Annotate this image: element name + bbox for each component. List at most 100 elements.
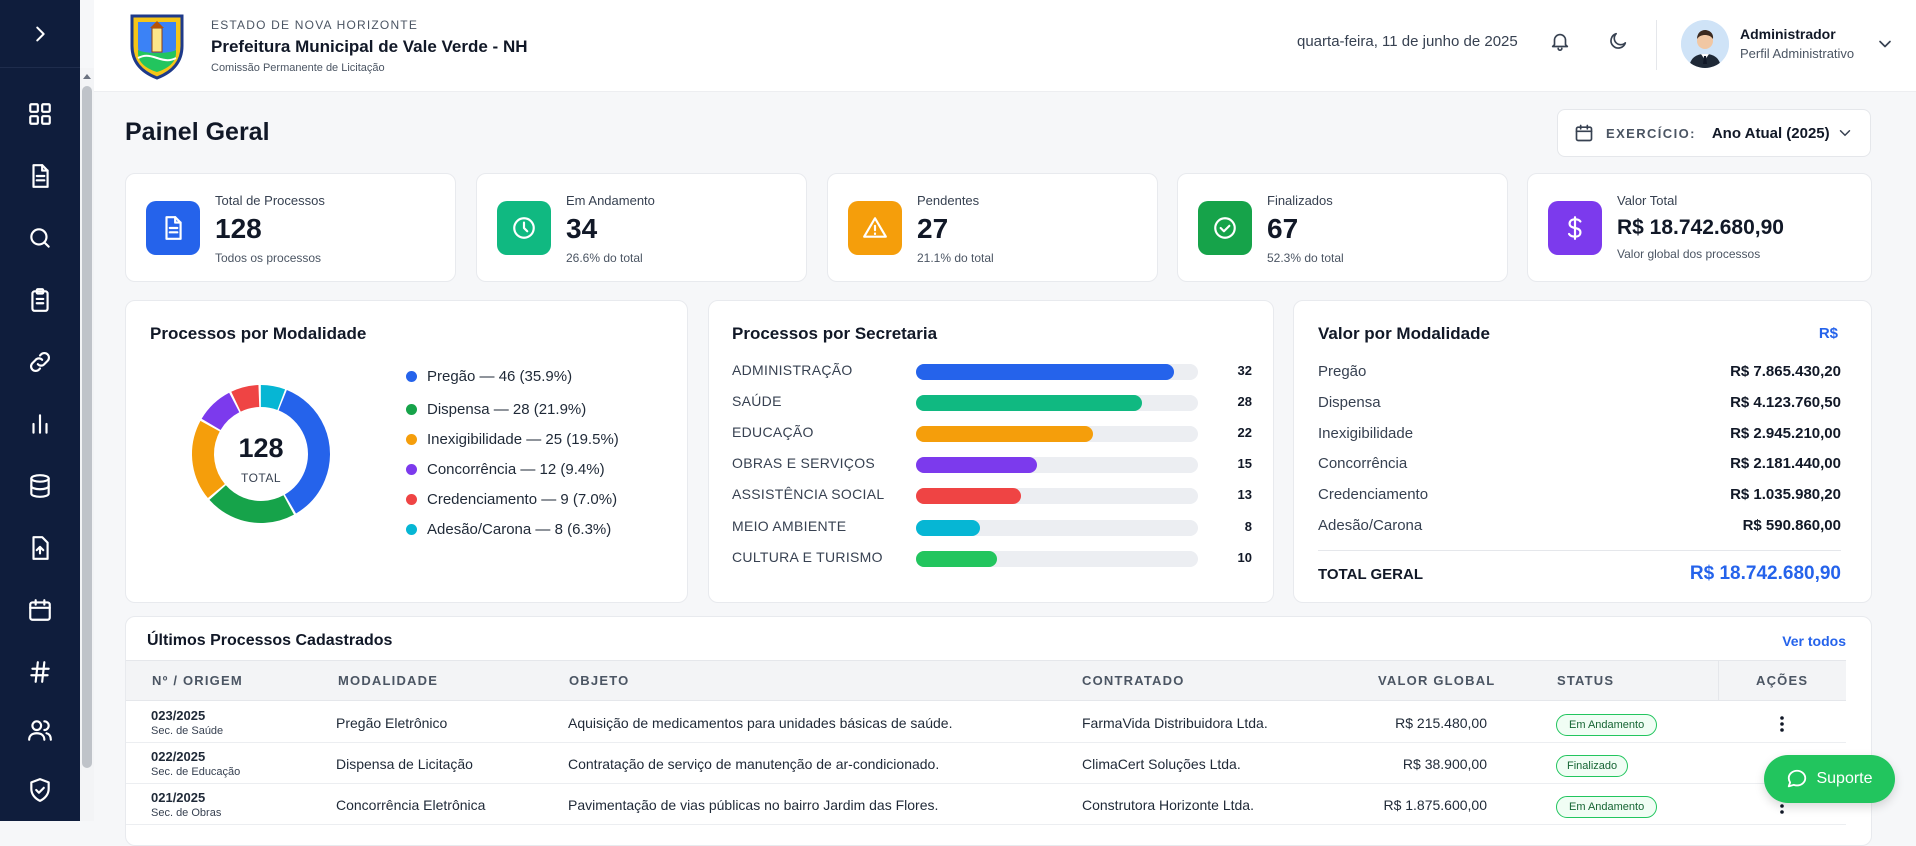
valor-label: Concorrência [1318,455,1408,472]
user-name: Administrador [1740,26,1836,42]
calendar-icon [29,599,51,621]
donut-center-label: TOTAL [240,471,282,485]
secretaria-panel: Processos por Secretaria ADMINISTRAÇÃO 32… [708,300,1274,603]
dollar-icon [1567,216,1582,240]
table-row[interactable]: 021/2025 Sec. de Obras Concorrência Elet… [126,784,1846,825]
sidebar-item-upload[interactable] [22,530,58,566]
sidebar-item-numbering[interactable] [22,654,58,690]
column-header[interactable]: STATUS [1557,673,1615,688]
sidebar-item-search[interactable] [22,220,58,256]
legend-swatch [406,524,417,535]
bar-track [916,426,1198,442]
sidebar-item-database[interactable] [22,468,58,504]
divider [1318,550,1841,551]
legend-label: Credenciamento — 9 (7.0%) [427,491,618,508]
stat-card-finished[interactable]: Finalizados 67 52.3% do total [1177,173,1508,282]
stat-card-in-progress[interactable]: Em Andamento 34 26.6% do total [476,173,807,282]
bar-value-label: 22 [1237,425,1252,440]
valor-label: Credenciamento [1318,486,1429,503]
calendar-icon [1575,124,1593,142]
legend-label: Pregão — 46 (35.9%) [427,368,573,385]
secretaria-row: EDUCAÇÃO 22 [732,422,1252,444]
column-header[interactable]: Nº / ORIGEM [152,673,243,688]
sidebar-item-links[interactable] [22,344,58,380]
bar-track [916,364,1198,380]
stat-card-total-value[interactable]: Valor Total R$ 18.742.680,90 Valor globa… [1527,173,1872,282]
exercise-select[interactable]: EXERCÍCIO: Ano Atual (2025) [1557,109,1871,157]
column-header: AÇÕES [1756,673,1809,688]
currency-toggle[interactable]: R$ [1818,325,1838,342]
stat-icon-box [497,201,551,255]
bar-track [916,488,1198,504]
chevron-right-icon [36,26,45,41]
user-menu-chevron-down-icon[interactable] [1875,34,1895,54]
legend-item: Credenciamento — 9 (7.0%) [406,491,617,508]
stat-subtext: 52.3% do total [1267,251,1344,265]
chat-bubble-icon [1788,769,1807,788]
secretaria-bar-chart: ADMINISTRAÇÃO 32 SAÚDE 28 EDUCAÇÃO 22 OBRAS… [732,360,1252,590]
stat-subtext: 21.1% do total [917,251,994,265]
table-row[interactable]: 023/2025 Sec. de Saúde Pregão Eletrônico… [126,702,1846,743]
secretaria-row: SAÚDE 28 [732,391,1252,413]
bar-category-label: ADMINISTRAÇÃO [732,362,853,378]
process-modalidade: Dispensa de Licitação [336,756,473,772]
legend-swatch [406,434,417,445]
stat-card-pending[interactable]: Pendentes 27 21.1% do total [827,173,1158,282]
column-header[interactable]: VALOR GLOBAL [1378,673,1496,688]
see-all-link[interactable]: Ver todos [1782,633,1846,649]
secretaria-row: ASSISTÊNCIA SOCIAL 13 [732,484,1252,506]
panel-title: Últimos Processos Cadastrados [147,632,393,649]
column-header[interactable]: OBJETO [569,673,630,688]
bell-icon [1551,33,1569,51]
modalidade-panel: Processos por Modalidade 128 TOTAL Pregã… [125,300,688,603]
valor-panel: Valor por Modalidade R$ Pregão R$ 7.865.4… [1293,300,1872,603]
municipal-coat-of-arms-logo [130,14,184,80]
sidebar-toggle-button[interactable] [0,0,80,68]
state-name: ESTADO DE NOVA HORIZONTE [211,18,419,32]
top-header: ESTADO DE NOVA HORIZONTE Prefeitura Muni… [94,0,1916,92]
valor-amount: R$ 4.123.760,50 [1730,394,1841,411]
sidebar-item-checklist[interactable] [22,282,58,318]
sidebar-item-dashboard[interactable] [22,96,58,132]
row-actions-kebab-icon[interactable] [1779,715,1785,733]
stat-label: Total de Processos [215,193,325,208]
warning-icon [863,217,887,238]
scrollbar-thumb[interactable] [82,86,92,768]
user-avatar[interactable] [1681,20,1729,68]
person-avatar-icon [1681,20,1729,68]
process-number: 021/2025 [151,790,206,805]
sidebar-item-processos[interactable] [22,158,58,194]
municipality-name: Prefeitura Municipal de Vale Verde - NH [211,37,528,56]
sidebar-item-users[interactable] [22,712,58,748]
stat-card-total[interactable]: Total de Processos 128 Todos os processo… [125,173,456,282]
donut-center-value: 128 [238,433,284,463]
legend-item: Inexigibilidade — 25 (19.5%) [406,431,619,448]
scroll-up-arrow-icon[interactable] [82,72,92,80]
legend-label: Concorrência — 12 (9.4%) [427,461,605,478]
sidebar-item-calendar[interactable] [22,592,58,628]
valor-label: Pregão [1318,363,1367,380]
legend-swatch [406,371,417,382]
process-contratado: ClimaCert Soluções Ltda. [1082,756,1241,772]
column-header[interactable]: MODALIDADE [338,673,439,688]
process-contratado: Construtora Horizonte Ltda. [1082,797,1254,813]
theme-toggle-button[interactable] [1607,30,1631,54]
status-badge: Em Andamento [1556,714,1658,736]
support-button[interactable]: Suporte [1764,755,1895,803]
bar-track [916,520,1198,536]
users-icon [28,720,52,741]
chevron-down-icon [1839,130,1851,137]
sidebar-item-reports[interactable] [22,406,58,442]
status-badge: Em Andamento [1556,796,1658,818]
department-name: Comissão Permanente de Licitação [211,62,385,74]
link-icon [30,352,50,372]
notifications-button[interactable] [1549,30,1573,54]
bar-value-label: 10 [1237,550,1252,565]
support-label: Suporte [1816,770,1873,787]
secretaria-row: ADMINISTRAÇÃO 32 [732,360,1252,382]
exercise-value: Ano Atual (2025) [1711,124,1830,142]
stat-label: Finalizados [1267,193,1333,208]
sidebar-item-security[interactable] [22,772,58,808]
column-header[interactable]: CONTRATADO [1082,673,1185,688]
table-row[interactable]: 022/2025 Sec. de Educação Dispensa de Li… [126,743,1846,784]
